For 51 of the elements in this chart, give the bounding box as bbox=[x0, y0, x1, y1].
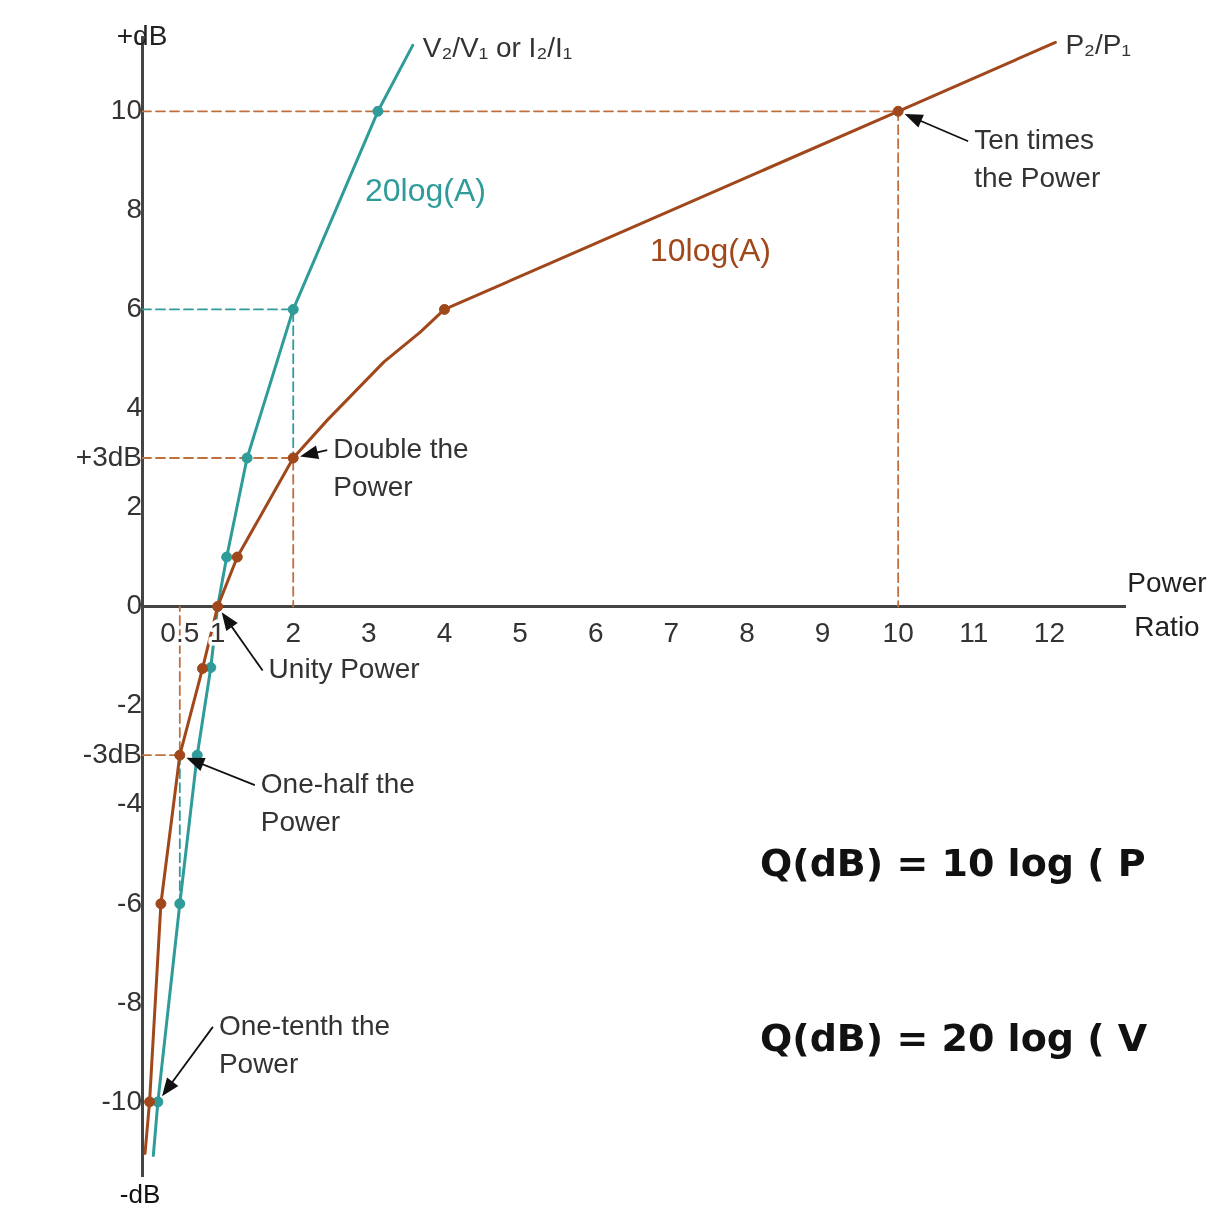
x-tick-label: 12 bbox=[1033, 617, 1065, 649]
point bbox=[287, 303, 299, 315]
annotation: Double the Power bbox=[333, 432, 469, 502]
annotation: Ten times the Power bbox=[974, 124, 1101, 194]
y-tick-label: -10 bbox=[101, 1084, 142, 1116]
point bbox=[174, 749, 186, 761]
point bbox=[212, 601, 224, 613]
y-tick-label: 8 bbox=[126, 193, 142, 225]
x-tick-label: 4 bbox=[436, 617, 453, 649]
point bbox=[438, 303, 450, 315]
point bbox=[287, 452, 299, 464]
series-label: V₂/V₁ or I₂/I₁ bbox=[422, 32, 573, 64]
y-tick-label: 10 bbox=[110, 94, 142, 126]
point bbox=[241, 452, 253, 464]
point bbox=[155, 898, 167, 910]
point bbox=[144, 1096, 156, 1108]
annotation: Q(dB) = 20 log ( V bbox=[760, 1015, 1148, 1060]
y-tick-label: -6 bbox=[117, 886, 142, 918]
x-tick-label: 0.5 bbox=[160, 617, 200, 649]
x-tick-label: 6 bbox=[587, 617, 604, 649]
y-tick-label: +3dB bbox=[75, 440, 142, 472]
x-tick-label: 11 bbox=[959, 617, 989, 649]
y-tick-label: -8 bbox=[117, 985, 142, 1017]
y-tick-label: 6 bbox=[126, 292, 142, 324]
point bbox=[372, 105, 384, 117]
point bbox=[196, 663, 208, 675]
x-tick-label: 7 bbox=[663, 617, 680, 649]
annotation: Unity Power bbox=[268, 653, 420, 685]
text: -dB bbox=[119, 1179, 161, 1209]
x-tick-label: 3 bbox=[361, 617, 377, 649]
y-tick-label: -2 bbox=[117, 688, 142, 720]
annotation: Q(dB) = 10 log ( P bbox=[760, 840, 1146, 885]
x-tick-label: 8 bbox=[739, 617, 755, 649]
y-tick-label: 2 bbox=[126, 490, 142, 522]
x-tick-label: 10 bbox=[882, 617, 914, 649]
y-axis-title: +dB bbox=[116, 19, 168, 51]
y-tick-label: 0 bbox=[126, 589, 142, 621]
point bbox=[221, 551, 233, 563]
y-tick-label: -3dB bbox=[82, 737, 142, 769]
annotation: 20log(A) bbox=[365, 171, 486, 208]
x-tick-label: 5 bbox=[512, 617, 528, 649]
annotation: One-tenth the Power bbox=[218, 1009, 391, 1079]
series-label: P₂/P₁ bbox=[1065, 29, 1131, 61]
x-axis-title: Power Ratio bbox=[1127, 567, 1207, 643]
point bbox=[174, 898, 186, 910]
annotation: 10log(A) bbox=[650, 231, 771, 268]
annotation: One-half the Power bbox=[260, 767, 415, 837]
point bbox=[892, 105, 904, 117]
x-tick-label: 9 bbox=[814, 617, 831, 649]
point bbox=[231, 551, 243, 563]
x-tick-label: 2 bbox=[285, 617, 302, 649]
